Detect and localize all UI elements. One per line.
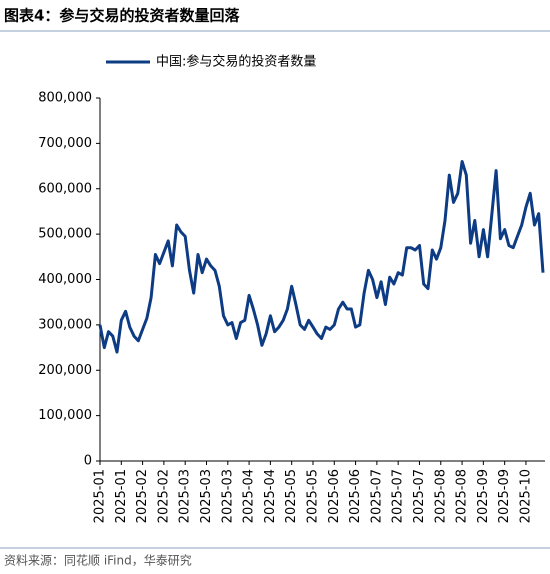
x-tick-label: 2025-04 [263,469,278,523]
legend-label: 中国:参与交易的投资者数量 [156,54,316,70]
x-tick-label: 2025-07 [369,469,384,523]
x-tick-label: 2025-05 [305,469,320,523]
x-tick-label: 2025-01 [114,469,129,523]
y-tick-label: 400,000 [38,272,92,287]
y-tick-label: 300,000 [38,317,92,332]
line-series [98,160,545,354]
x-tick-label: 2025-02 [156,469,171,523]
x-tick-label: 2025-09 [497,469,512,523]
x-tick-label: 2025-05 [284,469,299,523]
x-tick-label: 2025-07 [412,469,427,523]
x-tick-label: 2025-07 [391,469,406,523]
y-tick-label: 100,000 [38,408,92,423]
x-tick-label: 2025-02 [135,469,150,523]
x-tick-label: 2025-04 [242,469,257,523]
x-tick-label: 2025-03 [178,469,193,523]
y-tick-label: 600,000 [38,181,92,196]
x-tick-label: 2025-08 [433,469,448,523]
source: 资料来源：同花顺 iFind，华泰研究 [4,553,192,568]
x-tick-label: 2025-06 [348,469,363,523]
y-tick-label: 200,000 [38,363,92,378]
x-tick-label: 2025-03 [199,469,214,523]
x-tick-label: 2025-10 [518,469,533,523]
x-tick-label: 2025-03 [220,469,235,523]
x-tick-label: 2025-01 [93,469,108,523]
x-tick-label: 2025-09 [476,469,491,523]
x-tick-label: 2025-08 [455,469,470,523]
y-tick-label: 0 [84,454,92,469]
chart-title: 图表4：参与交易的投资者数量回落 [4,7,240,25]
y-tick-label: 800,000 [38,91,92,106]
y-tick-label: 700,000 [38,136,92,151]
x-tick-label: 2025-06 [327,469,342,523]
y-tick-label: 500,000 [38,227,92,242]
